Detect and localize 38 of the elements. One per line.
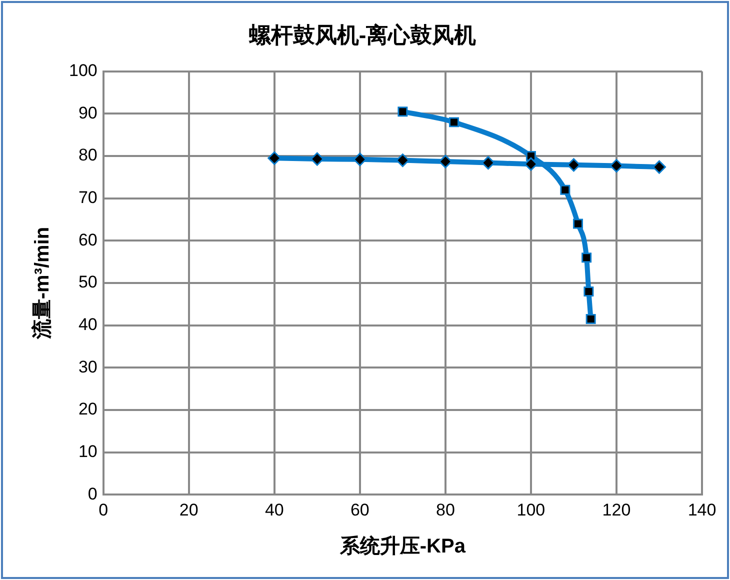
x-tick-label: 140 (688, 500, 716, 520)
x-tick-label: 100 (516, 500, 546, 520)
point (573, 218, 583, 229)
y-tick-label: 20 (78, 400, 98, 419)
point (566, 158, 580, 172)
x-tick-label: 60 (350, 500, 370, 520)
point (438, 154, 452, 168)
y-axis-title: 流量-m³/min (30, 226, 54, 340)
y-tick-label: 10 (78, 442, 98, 461)
chart-title: 螺杆鼓风机-离心鼓风机 (248, 22, 476, 48)
x-tick-label: 120 (602, 500, 631, 520)
point (582, 252, 592, 263)
x-tick-label: 40 (264, 500, 284, 520)
point (396, 154, 410, 168)
y-tick-label: 90 (78, 103, 98, 122)
x-tick-label: 80 (436, 500, 455, 520)
point (353, 152, 367, 166)
x-axis-title: 系统升压-KPa (338, 534, 466, 558)
y-tick-label: 40 (78, 315, 98, 334)
point (481, 156, 495, 170)
y-tick-label: 30 (78, 357, 98, 376)
y-tick-label: 0 (88, 484, 98, 504)
point (449, 117, 459, 128)
point (268, 151, 282, 165)
point (310, 152, 324, 166)
point (398, 106, 408, 117)
point (610, 159, 624, 173)
y-tick-label: 70 (78, 188, 98, 208)
y-tick-label: 60 (78, 230, 98, 250)
point (586, 314, 596, 324)
point (560, 184, 570, 195)
y-tick-label: 100 (68, 61, 98, 80)
point (652, 160, 666, 174)
y-tick-label: 50 (78, 272, 98, 292)
x-tick-label: 20 (179, 500, 198, 520)
y-tick-label: 80 (78, 146, 98, 165)
point (584, 286, 594, 296)
point (524, 157, 538, 171)
